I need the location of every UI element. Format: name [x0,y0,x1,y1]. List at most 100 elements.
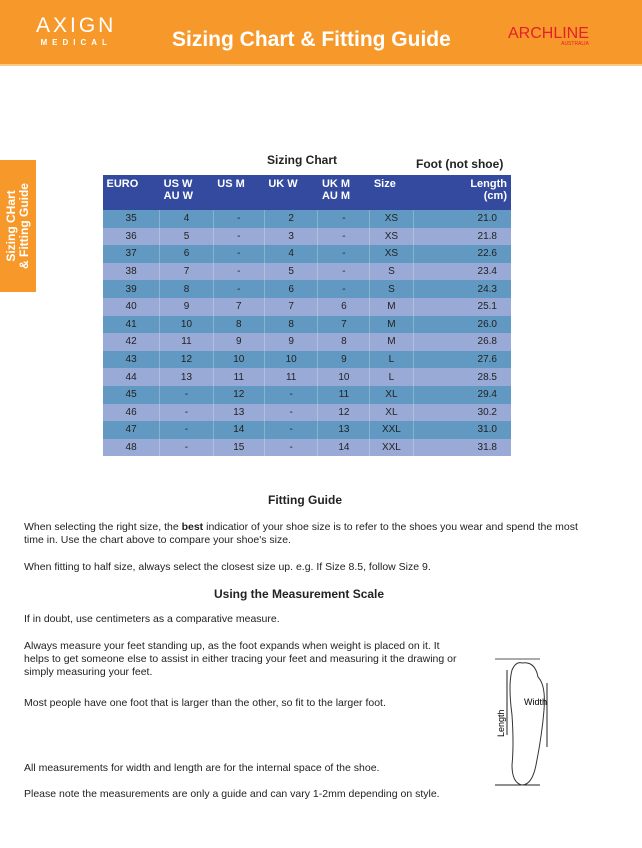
table-row: 40 9 7 7 6 M 25.1 [101,297,511,316]
table-row: 37 6-4- XS 22.6 [101,245,511,263]
axign-logo: AXIGN MEDICAL [36,14,117,47]
table-cell: S [369,262,413,281]
table-cell: L [369,350,413,369]
table-cell: - [212,210,265,228]
table-cell: 7 [263,297,318,316]
table-cell: 36 [101,227,160,246]
table-cell: 5 [159,227,214,246]
table-cell: 3 [263,227,318,246]
table-cell: XS [369,227,413,246]
column-header: EURO [102,175,160,210]
side-tab: Sizing CHart & Fitting Guide [0,160,36,292]
table-row: 41 10 8 8 7 M 26.0 [101,315,511,334]
column-header: Length (cm) [413,175,511,210]
table-cell: 41 [101,315,160,334]
table-cell: XXL [369,421,413,439]
table-cell: - [317,245,370,263]
table-cell: 8 [212,315,265,334]
table-cell: 48 [101,438,160,457]
measure-title: Using the Measurement Scale [214,587,385,601]
table-cell: - [263,403,318,422]
table-cell: 7 [159,262,214,281]
table-cell: 12 [212,385,265,404]
table-cell: 25.1 [412,297,511,316]
table-row: 42 11 9 9 8 M 26.8 [101,333,511,351]
fitting-paragraph-1: When selecting the right size, the best … [24,521,578,546]
table-cell: 6 [317,297,370,316]
table-cell: 13 [317,421,370,439]
table-cell: M [369,333,413,351]
table-cell: 45 [101,385,160,404]
table-cell: 47 [101,421,160,439]
measure-paragraph-3: Most people have one foot that is larger… [24,697,386,709]
table-cell: XL [369,403,413,422]
table-cell: 11 [263,368,318,386]
table-cell: 8 [263,315,318,334]
table-cell: 35 [101,210,160,228]
table-row: 43 12 10 10 9 L 27.6 [101,350,511,369]
table-row: 36 5-3- XS 21.8 [101,227,511,246]
table-row: 44 13 11 11 10 L 28.5 [101,368,511,386]
table-cell: - [159,403,214,422]
column-header: Size [369,175,413,210]
table-cell: - [317,227,370,246]
table-cell: S [369,280,413,298]
table-cell: - [317,262,370,281]
table-cell: 9 [159,297,214,316]
measure-paragraph-5: Please note the measurements are only a … [24,788,440,800]
header-banner: AXIGN MEDICAL Sizing Chart & Fitting Guid… [0,0,642,66]
table-cell: - [317,210,370,228]
table-cell: 21.8 [412,227,511,246]
table-cell: 11 [212,368,265,386]
table-row: 46-13-12 XL 30.2 [101,403,511,422]
column-header: UK M AU M [317,175,370,210]
table-cell: 9 [263,333,318,351]
archline-logo: ARCHLINE AUSTRALIA [508,25,589,47]
width-label: Width [524,697,547,707]
table-cell: 28.5 [412,368,511,386]
table-cell: XS [369,245,413,263]
table-cell: 26.8 [412,333,511,351]
table-cell: 13 [159,368,214,386]
measure-paragraph-2: Always measure your feet standing up, as… [24,640,457,678]
table-cell: M [369,297,413,316]
table-cell: 7 [317,315,370,334]
table-row: 45-12-11 XL 29.4 [101,385,511,404]
table-cell: 5 [263,262,318,281]
table-cell: 6 [263,280,318,298]
foot-outline [509,662,545,786]
table-cell: 44 [101,368,160,386]
table-cell: - [159,385,214,404]
table-cell: XS [369,210,413,228]
table-cell: 9 [317,350,370,369]
table-cell: - [263,438,318,457]
table-cell: 8 [317,333,370,351]
table-cell: 46 [101,403,160,422]
table-cell: 38 [101,262,160,281]
chart-title: Sizing Chart [267,153,338,167]
table-cell: 29.4 [412,385,511,404]
table-cell: 26.0 [412,315,511,334]
table-row: 39 8-6- S 24.3 [101,280,511,298]
table-cell: 43 [101,350,160,369]
table-cell: 30.2 [412,403,511,422]
table-cell: 9 [212,333,265,351]
fitting-paragraph-2: When fitting to half size, always select… [24,561,431,573]
table-cell: 15 [212,438,265,457]
table-cell: - [263,421,318,439]
table-cell: 13 [212,403,265,422]
table-cell: 8 [159,280,214,298]
table-cell: 10 [317,368,370,386]
table-cell: 31.8 [412,438,511,457]
table-cell: 39 [101,280,160,298]
table-cell: 21.0 [412,210,511,228]
table-cell: 14 [317,438,370,457]
column-header: UK W [264,175,318,210]
table-cell: 4 [263,245,318,263]
table-cell: 22.6 [412,245,511,263]
table-cell: 23.4 [412,262,511,281]
table-cell: 14 [212,421,265,439]
table-cell: 7 [212,297,265,316]
table-cell: 10 [159,315,214,334]
table-cell: 6 [159,245,214,263]
